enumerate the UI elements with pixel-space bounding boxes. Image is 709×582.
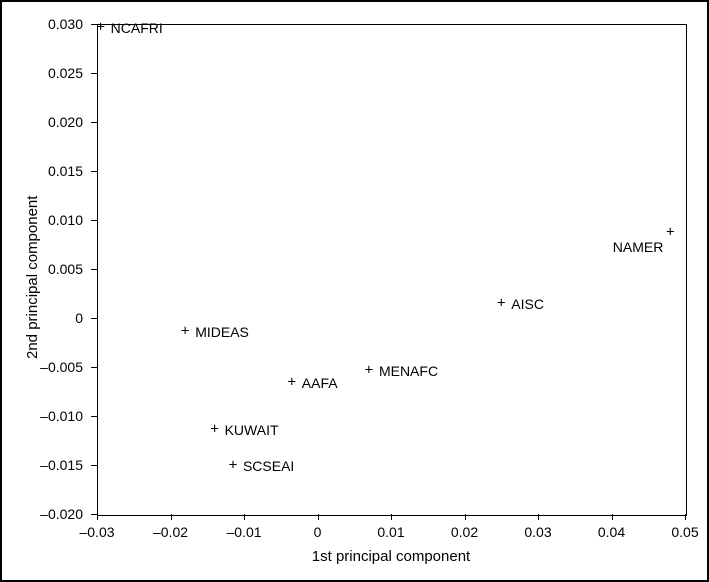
y-tick-label: –0.015 (40, 457, 83, 473)
x-tick-label: –0.02 (153, 524, 188, 540)
x-tick-label: –0.01 (226, 524, 261, 540)
point-label-ncafri: NCAFRI (111, 21, 163, 35)
y-tick (91, 122, 97, 123)
y-tick (91, 269, 97, 270)
point-label-menafc: MENAFC (379, 364, 438, 378)
y-tick (91, 171, 97, 172)
chart-frame: 2nd principal component 1st principal co… (0, 0, 709, 582)
point-label-aisc: AISC (511, 297, 544, 311)
point-label-kuwait: KUWAIT (225, 423, 279, 437)
x-tick (97, 514, 98, 520)
plot-area (97, 24, 687, 516)
x-tick (685, 514, 686, 520)
y-tick (91, 367, 97, 368)
x-tick-label: 0.02 (451, 524, 478, 540)
y-tick-label: 0.025 (48, 65, 83, 81)
y-tick-label: 0.010 (48, 212, 83, 228)
x-tick-label: 0.05 (671, 524, 698, 540)
x-tick-label: 0 (314, 524, 322, 540)
y-tick-label: 0.005 (48, 261, 83, 277)
y-tick (91, 220, 97, 221)
y-tick-label: 0.020 (48, 114, 83, 130)
x-tick (244, 514, 245, 520)
y-axis-label: 2nd principal component (24, 196, 41, 359)
x-tick-label: 0.04 (598, 524, 625, 540)
y-tick (91, 465, 97, 466)
y-tick (91, 318, 97, 319)
point-label-scseai: SCSEAI (243, 459, 294, 473)
y-tick-label: 0 (75, 310, 83, 326)
y-tick-label: –0.005 (40, 359, 83, 375)
x-tick (538, 514, 539, 520)
x-tick (612, 514, 613, 520)
y-tick (91, 73, 97, 74)
point-label-namer: NAMER (613, 240, 664, 254)
x-tick-label: 0.01 (377, 524, 404, 540)
y-tick (91, 24, 97, 25)
x-tick (318, 514, 319, 520)
y-tick-label: 0.015 (48, 163, 83, 179)
y-tick-label: –0.020 (40, 506, 83, 522)
point-label-aafa: AAFA (302, 376, 338, 390)
x-tick (465, 514, 466, 520)
y-tick-label: 0.030 (48, 16, 83, 32)
x-tick-label: –0.03 (79, 524, 114, 540)
x-tick-label: 0.03 (524, 524, 551, 540)
x-axis-label: 1st principal component (312, 548, 470, 565)
x-tick (171, 514, 172, 520)
y-tick (91, 416, 97, 417)
y-tick-label: –0.010 (40, 408, 83, 424)
point-label-mideas: MIDEAS (195, 325, 249, 339)
x-tick (391, 514, 392, 520)
